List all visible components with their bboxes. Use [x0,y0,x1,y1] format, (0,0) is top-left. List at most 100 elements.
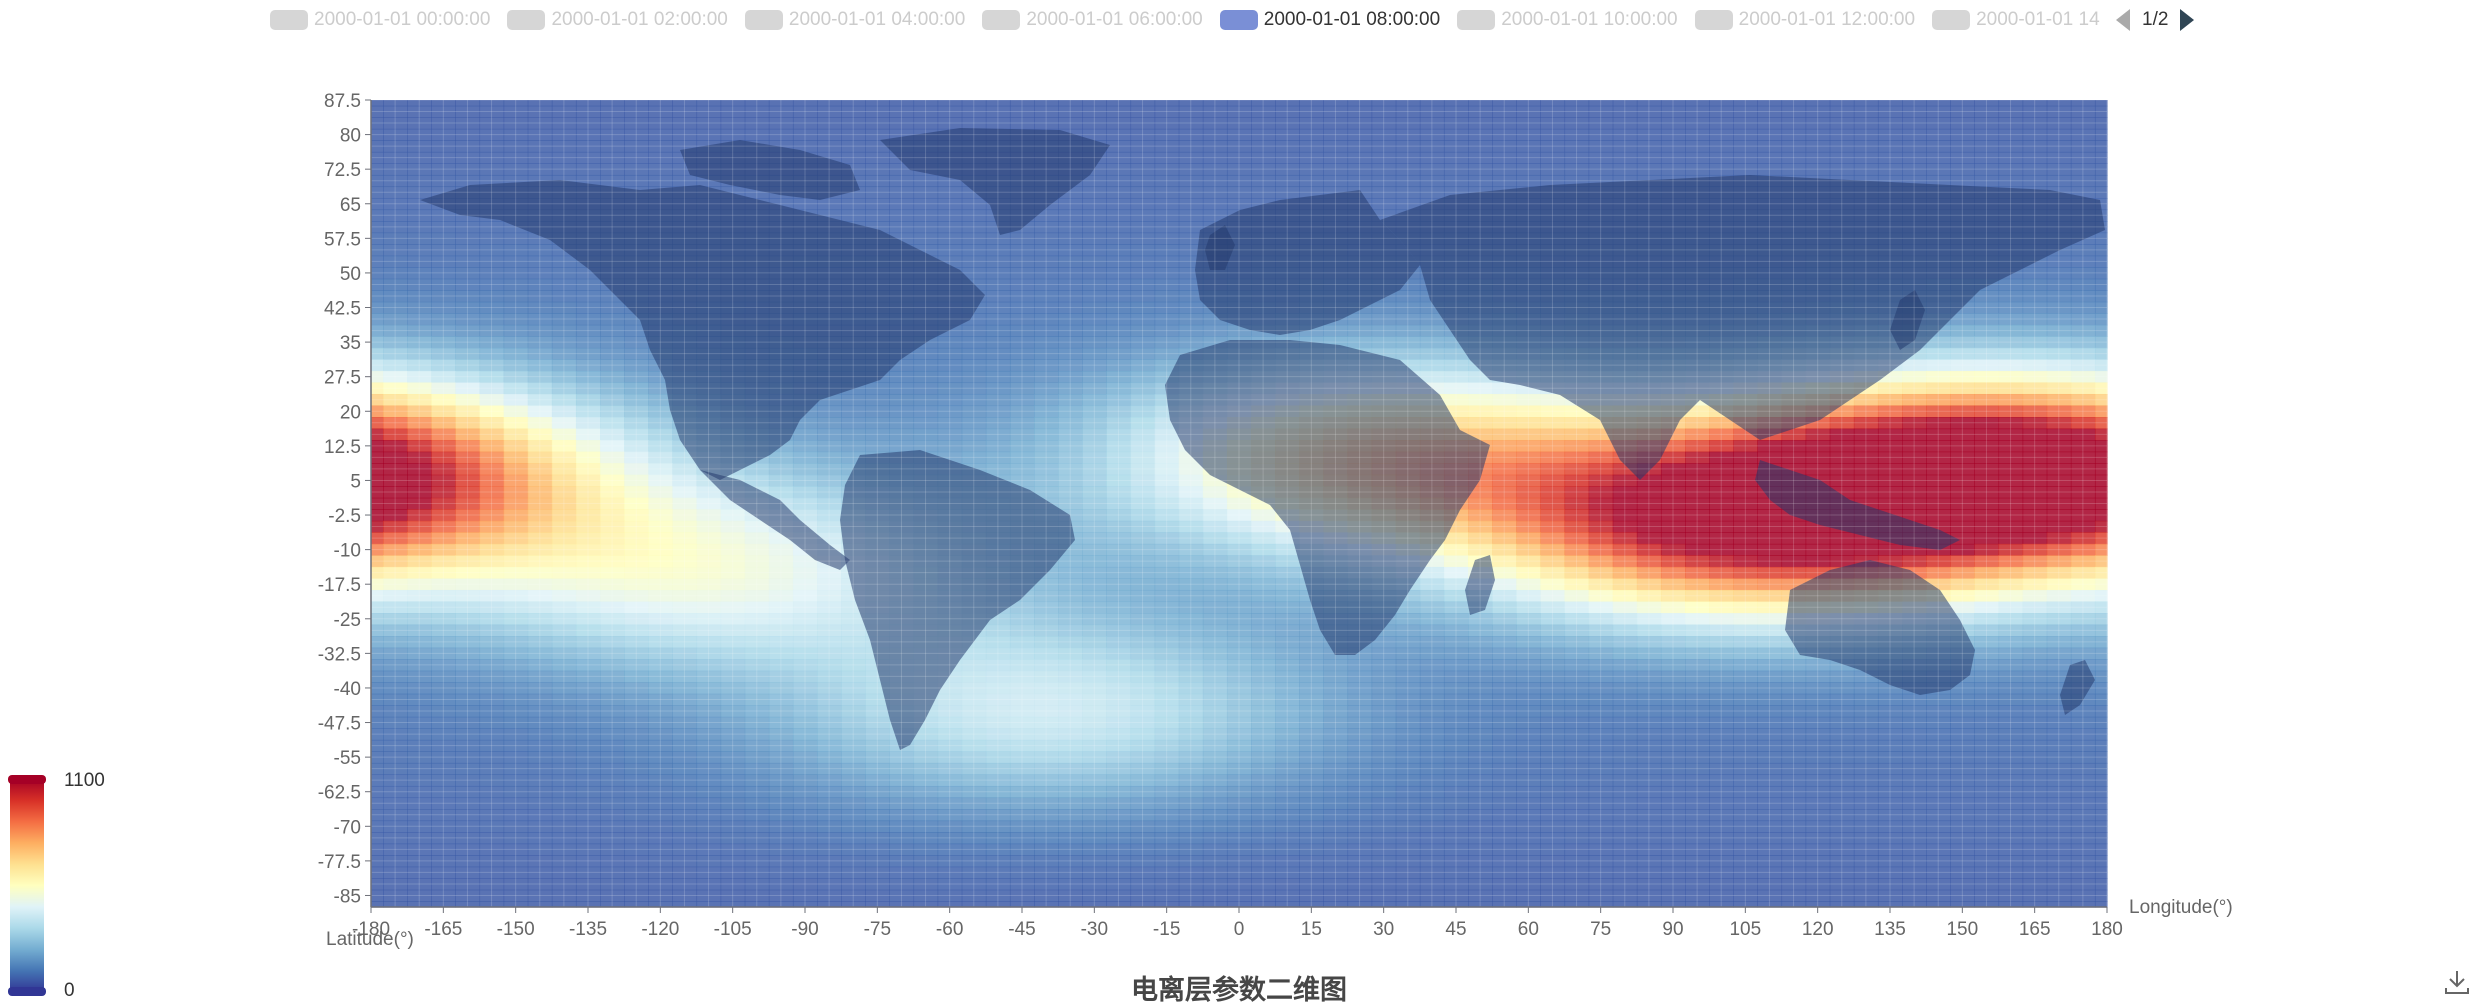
heatmap-cell [1058,601,1083,614]
heatmap-cell [575,624,601,637]
heatmap-cell [600,451,625,464]
heatmap-cell [744,693,770,706]
heatmap-cell [865,100,890,107]
heatmap-cell [1371,693,1397,706]
heatmap-cell [1034,382,1059,395]
legend-item-3[interactable]: 2000-01-01 06:00:00 [982,9,1203,31]
heatmap-cell [1685,428,1710,441]
heatmap-cell [2046,128,2072,141]
heatmap-cell [479,659,505,672]
heatmap-cell [985,463,1011,476]
heatmap-cell [1733,601,1758,614]
heatmap-cell [1564,705,1590,718]
heatmap-cell [1082,405,1107,418]
heatmap-cell [600,613,625,626]
heatmap-cell [1781,117,1807,130]
pager-next-icon[interactable] [2180,9,2195,31]
heatmap-cell [575,601,601,614]
heatmap-cell [2070,578,2096,591]
heatmap-cell [1685,624,1710,637]
legend-item-2[interactable]: 2000-01-01 04:00:00 [744,9,965,31]
heatmap-cell [551,417,577,430]
heatmap-cell [1106,324,1132,337]
heatmap-cell [1371,647,1397,660]
heatmap-cell [1926,128,1951,141]
heatmap-cell [371,105,384,118]
heatmap-cell [1660,486,1686,499]
heatmap-cell [1034,290,1059,303]
legend-item-4[interactable]: 2000-01-01 08:00:00 [1219,9,1440,31]
heatmap-cell [720,716,746,729]
heatmap-cell [1371,682,1397,695]
heatmap-cell [1251,716,1276,729]
heatmap-cell [1178,163,1204,176]
heatmap-cell [1685,601,1710,614]
heatmap-cell [1443,163,1469,176]
heatmap-cell [1251,647,1276,660]
heatmap-cell [455,128,481,141]
heatmap-cell [744,128,770,141]
heatmap-cell [1082,417,1107,430]
legend-item-0[interactable]: 2000-01-01 00:00:00 [270,9,490,31]
heatmap-cell [985,382,1011,395]
heatmap-cell [1275,578,1300,591]
heatmap-cell [1564,497,1590,510]
heatmap-cell [1685,682,1710,695]
heatmap-cell [1226,659,1252,672]
heatmap-cell [792,440,818,453]
heatmap-cell [1154,555,1180,568]
heatmap-cell [1829,105,1855,118]
heatmap-cell [371,451,384,464]
heatmap-cell [1034,324,1059,337]
heatmap-cell [2022,451,2048,464]
pager-prev-icon[interactable] [2116,9,2130,31]
legend-item-7[interactable]: 2000-01-01 14 [1932,9,2100,31]
heatmap-cell [527,244,553,257]
heatmap-cell [1154,359,1180,372]
heatmap-cell [1902,463,1927,476]
heatmap-cell [792,100,818,107]
heatmap-cell [383,682,408,695]
heatmap-cell [744,578,770,591]
heatmap-cell [383,693,408,706]
heatmap-cell [1395,140,1421,153]
heatmap-cell [1395,693,1421,706]
heatmap-cell [1998,659,2024,672]
heatmap-cell [1588,486,1614,499]
heatmap-cell [1588,624,1614,637]
heatmap-cell [575,543,601,556]
heatmap-cell [1106,290,1132,303]
heatmap-cell [1299,117,1324,130]
heatmap-cell [600,520,625,533]
heatmap-cell [455,555,481,568]
heatmap-cell [1540,151,1566,165]
heatmap-cell [1106,382,1132,395]
heatmap-cell [1082,647,1107,660]
heatmap-cell [1612,509,1638,522]
legend-item-1[interactable]: 2000-01-01 02:00:00 [507,9,728,31]
heatmap-cell [551,555,577,568]
legend-item-5[interactable]: 2000-01-01 10:00:00 [1457,9,1678,31]
heatmap-cell [624,682,649,695]
heatmap-cell [1154,221,1180,234]
heatmap-cell [1009,705,1035,718]
heatmap-cell [1733,578,1758,591]
heatmap-cell [1202,100,1228,107]
heatmap-cell [600,359,625,372]
heatmap-cell [527,105,553,118]
heatmap-cell [2094,128,2108,141]
heatmap-cell [551,716,577,729]
heatmap-cell [1275,682,1300,695]
heatmap-cell [1950,382,1975,395]
legend-item-6[interactable]: 2000-01-01 12:00:00 [1694,9,1915,31]
heatmap-cell [551,278,577,291]
heatmap-cell [1058,382,1083,395]
heatmap-cell [2094,486,2108,499]
heatmap-cell [1877,405,1903,418]
heatmap-cell [1516,463,1541,476]
heatmap-cell [1202,624,1228,637]
heatmap-cell [575,497,601,510]
heatmap-cell [624,117,649,130]
heatmap-cell [1009,670,1035,683]
heatmap-cell [1709,543,1734,556]
